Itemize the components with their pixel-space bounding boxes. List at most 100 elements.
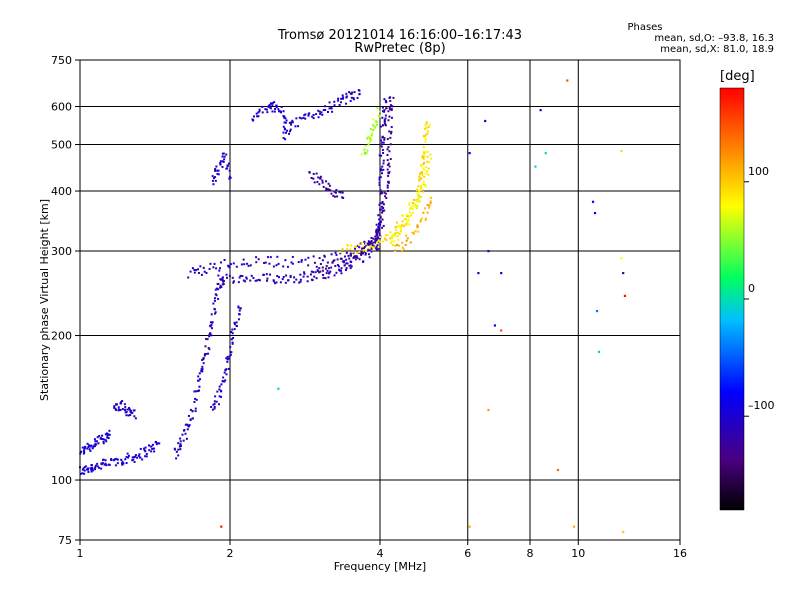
echo-point [396, 243, 399, 246]
echo-point [247, 264, 250, 267]
echo-point [224, 369, 227, 372]
echo-point [229, 353, 232, 356]
echo-point [343, 255, 346, 258]
echo-point [370, 242, 373, 245]
echo-point [372, 245, 375, 248]
echo-point [277, 110, 280, 113]
echo-point [422, 183, 425, 186]
echo-point [267, 105, 270, 108]
echo-point [407, 203, 410, 206]
echo-point [396, 225, 399, 228]
echo-point [381, 148, 384, 151]
echo-point [252, 115, 255, 118]
echo-point [424, 140, 427, 143]
echo-point [315, 277, 318, 280]
echo-point [134, 455, 137, 458]
echo-point [203, 354, 206, 357]
echo-point [268, 273, 271, 276]
echo-point [313, 275, 316, 278]
echo-point [384, 99, 387, 102]
echo-point [337, 99, 340, 102]
echo-point [387, 162, 390, 165]
echo-point [378, 181, 381, 184]
echo-point [304, 117, 307, 120]
echo-point [382, 110, 385, 113]
echo-point [250, 274, 253, 277]
echo-point [623, 294, 627, 297]
echo-point [307, 256, 310, 259]
echo-point [360, 252, 363, 255]
echo-point [189, 408, 192, 411]
echo-point [409, 241, 412, 244]
echo-point [597, 350, 601, 353]
echo-point [318, 267, 321, 270]
echo-point [360, 247, 363, 250]
echo-point [424, 127, 427, 130]
echo-point [387, 110, 390, 113]
echo-point [217, 282, 220, 285]
echo-point [227, 367, 230, 370]
echo-point [208, 267, 211, 270]
echo-point [303, 272, 306, 275]
echo-point [299, 278, 302, 281]
x-tick-label: 1 [77, 547, 84, 560]
echo-point [290, 123, 293, 126]
echo-point [348, 91, 351, 94]
echo-point [322, 274, 325, 277]
echo-point [382, 162, 385, 165]
echo-point [390, 132, 393, 135]
echo-point [83, 451, 86, 454]
echo-point [317, 109, 320, 112]
echo-point [264, 108, 267, 111]
echo-point [225, 273, 228, 276]
echo-point [200, 368, 203, 371]
echo-point [349, 252, 352, 255]
echo-point [358, 251, 361, 254]
echo-point [173, 447, 176, 450]
echo-point [82, 452, 85, 455]
echo-point [96, 440, 99, 443]
echo-point [344, 268, 347, 271]
echo-point [194, 410, 197, 413]
echo-point [195, 398, 198, 401]
echo-point [380, 125, 383, 128]
echo-point [255, 256, 258, 259]
echo-point [364, 243, 367, 246]
echo-point [280, 106, 283, 109]
echo-point [193, 390, 196, 393]
echo-point [238, 309, 241, 312]
echo-point [231, 328, 234, 331]
echo-point [122, 462, 125, 465]
echo-point [348, 257, 351, 260]
echo-point [390, 126, 393, 129]
echo-point [124, 406, 127, 409]
echo-point [125, 411, 128, 414]
echo-point [367, 248, 370, 251]
echo-point [389, 96, 392, 99]
echo-point [128, 408, 131, 411]
echo-point [91, 467, 94, 470]
echo-point [336, 195, 339, 198]
echo-point [220, 395, 223, 398]
echo-point [370, 247, 373, 250]
echo-point [215, 165, 218, 168]
echo-point [81, 468, 84, 471]
echo-point [108, 433, 111, 436]
echo-point [370, 250, 373, 253]
echo-point [340, 97, 343, 100]
echo-point [395, 231, 398, 234]
echo-point [150, 445, 153, 448]
echo-point [426, 150, 429, 153]
echo-point [221, 165, 224, 168]
echo-point [218, 395, 221, 398]
echo-point [382, 203, 385, 206]
echo-point [271, 104, 274, 107]
echo-point [283, 116, 286, 119]
echo-point [202, 362, 205, 365]
phase-colorbar [719, 87, 745, 511]
echo-point [427, 167, 430, 170]
echo-point [426, 132, 429, 135]
echo-point [216, 390, 219, 393]
echo-point [273, 110, 276, 113]
echo-point [209, 321, 212, 324]
